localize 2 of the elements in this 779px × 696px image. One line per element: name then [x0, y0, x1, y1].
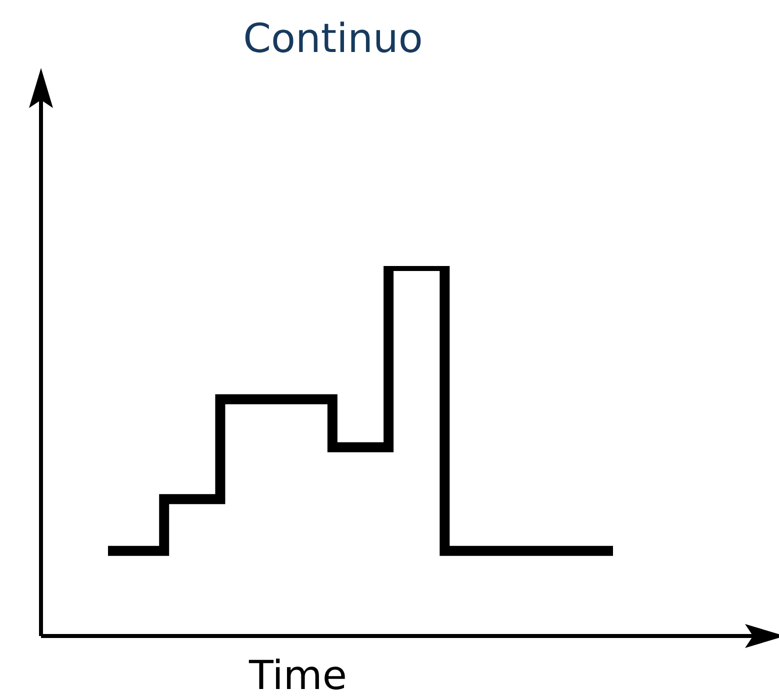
x-axis-title: Time	[248, 653, 348, 696]
chart-title: Continuo	[242, 16, 424, 62]
